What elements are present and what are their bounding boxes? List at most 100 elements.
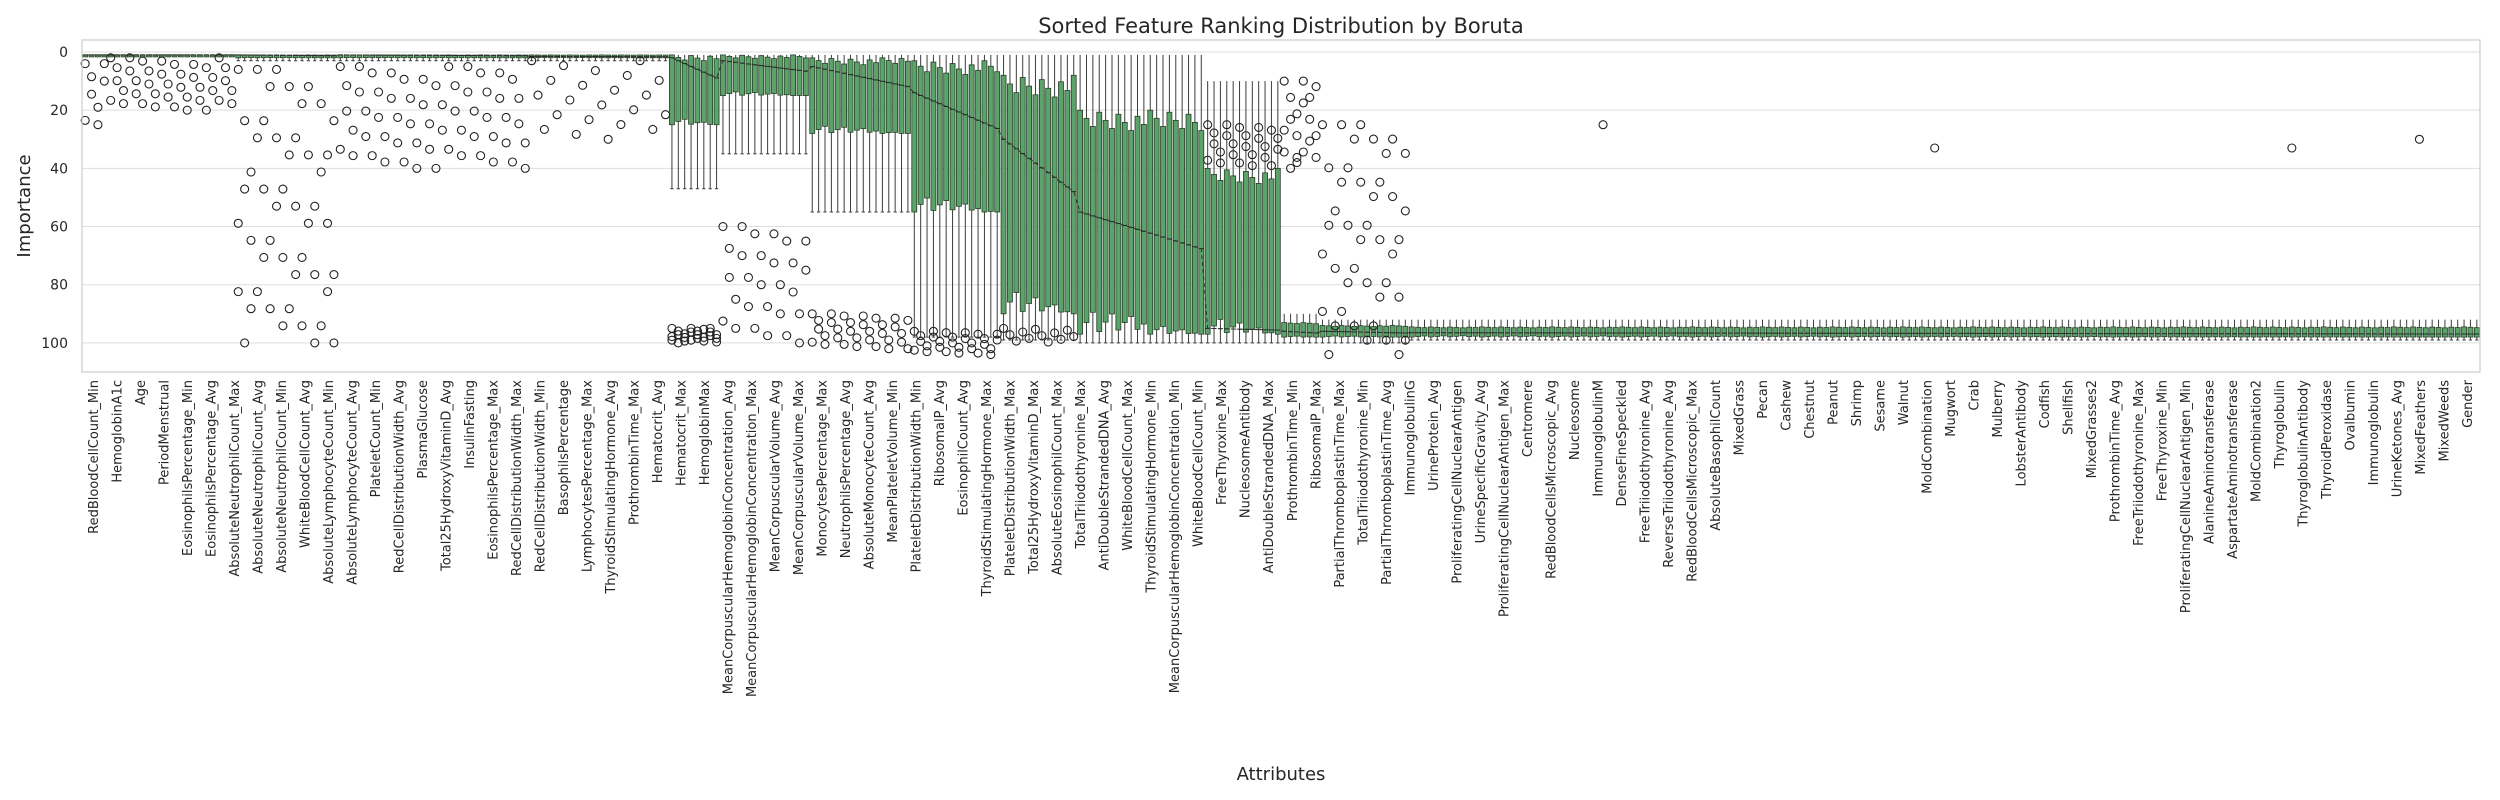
box (1632, 327, 1638, 337)
box (2206, 326, 2212, 338)
box (745, 56, 752, 95)
box (2065, 326, 2072, 338)
x-tick-label: UrineKetones_Avg (2391, 380, 2406, 497)
outlier-point (1273, 144, 1283, 154)
box (2218, 326, 2225, 338)
box (1051, 96, 1058, 306)
outlier-point (278, 321, 288, 331)
box (2308, 326, 2314, 338)
outlier-point (1005, 330, 1015, 340)
outlier-point (144, 66, 154, 76)
outlier-point (1018, 327, 1028, 337)
outlier-point (380, 157, 390, 167)
box (1083, 117, 1090, 324)
box (2397, 326, 2404, 338)
x-tick-label: ProthrombinTime_Max (627, 380, 642, 525)
x-tick-label: WhiteBloodCellCount_Max (1121, 380, 1136, 551)
outlier-point (367, 151, 377, 161)
outlier-point (316, 99, 326, 109)
box (1262, 172, 1268, 334)
x-axis-label: Attributes (1237, 764, 1326, 785)
outlier-point (444, 61, 454, 72)
outlier-point (756, 251, 766, 261)
box (879, 57, 886, 134)
outlier-point (1203, 155, 1213, 165)
y-axis-label: Importance (14, 154, 35, 257)
box (1249, 177, 1256, 330)
outlier-point (877, 328, 887, 339)
outlier-point (743, 272, 754, 283)
outlier-point (201, 105, 211, 115)
box (2410, 326, 2416, 338)
box (1447, 326, 1453, 338)
outlier-point (182, 92, 192, 102)
outlier-point (890, 322, 900, 332)
outlier-point (1598, 120, 1608, 130)
outlier-point (782, 236, 792, 246)
outlier-point (673, 338, 683, 348)
x-tick-label: MeanCorpuscularHemoglobinConcentration_A… (722, 380, 737, 694)
x-tick-label: FreeThyroxine_Min (2156, 380, 2171, 501)
outlier-point (150, 102, 160, 112)
box (892, 62, 899, 133)
outlier-point (1292, 131, 1302, 141)
box (1140, 124, 1147, 325)
box (2237, 326, 2244, 338)
outlier-point (233, 64, 243, 75)
outlier-point (1209, 139, 1219, 149)
x-tick-label: AbsoluteNeutrophilCount_Max (228, 380, 243, 577)
outlier-point (1330, 263, 1340, 273)
outlier-point (826, 317, 836, 328)
outlier-point (1292, 152, 1302, 163)
box (1383, 325, 1390, 338)
box (790, 54, 796, 97)
outlier-point (252, 133, 262, 143)
outlier-point (284, 81, 294, 92)
outlier-point (106, 95, 116, 105)
box (1376, 325, 1383, 338)
outlier-point (469, 131, 479, 142)
box (1836, 326, 1842, 338)
outlier-point (775, 309, 785, 319)
x-tick-label: Total25HydroxyVitaminD_Max (1027, 380, 1042, 575)
outlier-point (1311, 131, 1321, 141)
outlier-point (788, 258, 798, 268)
box (1574, 326, 1581, 337)
box (2422, 327, 2429, 338)
x-tick-label: RedCellDistributionWidth_Max (510, 380, 525, 576)
outlier-point (316, 167, 326, 177)
box (1759, 326, 1766, 338)
outlier-point (265, 235, 275, 245)
outlier-point (1388, 191, 1398, 202)
x-tick-label: TotalTriiodothyronine_Min (1356, 380, 1371, 546)
outlier-point (1215, 147, 1225, 157)
outlier-point (278, 184, 288, 194)
x-tick-label: ProthrombinTime_Min (1286, 380, 1301, 521)
outlier-point (393, 112, 403, 123)
x-tick-label: ImmunoglobulinM (1591, 380, 1606, 497)
outlier-point (603, 134, 613, 144)
outlier-point (303, 150, 313, 160)
outlier-point (463, 61, 473, 72)
outlier-point (578, 80, 588, 90)
box (2193, 327, 2200, 338)
outlier-point (112, 76, 122, 86)
outlier-point (303, 81, 313, 92)
outlier-point (259, 184, 269, 194)
box (860, 64, 867, 130)
outlier-point (814, 324, 824, 334)
outlier-point (342, 106, 352, 116)
outlier-point (271, 64, 282, 75)
box (318, 54, 325, 59)
box (1217, 180, 1224, 320)
outlier-point (157, 56, 167, 66)
outlier-point (635, 56, 645, 66)
outlier-point (214, 53, 224, 63)
outlier-point (310, 201, 320, 211)
box (1670, 327, 1677, 337)
outlier-point (641, 90, 651, 100)
box (1268, 178, 1275, 334)
outlier-point (425, 119, 435, 129)
outlier-point (967, 344, 977, 354)
box (2199, 326, 2206, 338)
